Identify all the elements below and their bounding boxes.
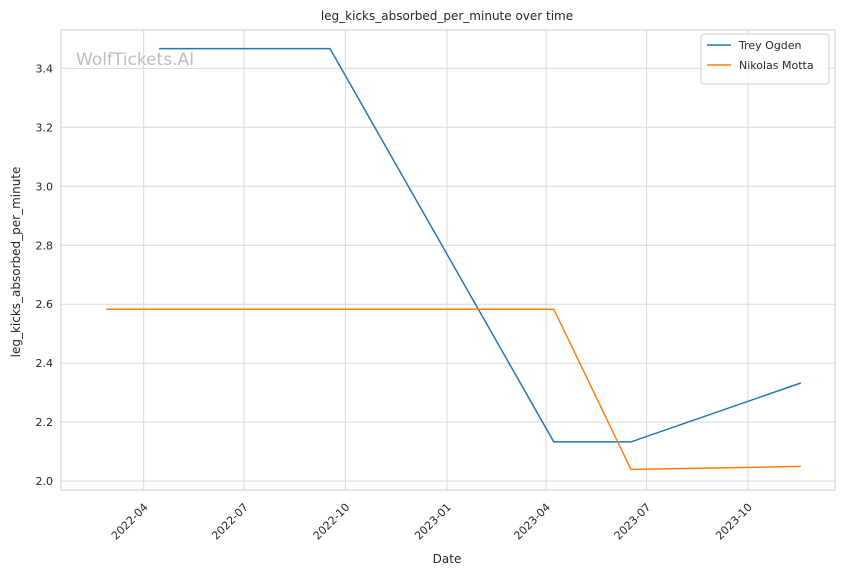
x-axis-label: Date [433, 552, 462, 566]
y-tick-label: 3.2 [36, 121, 54, 134]
y-axis-ticks: 2.0 2.2 2.4 2.6 2.8 3.0 3.2 3.4 [36, 62, 54, 488]
y-axis-label: leg_kicks_absorbed_per_minute [9, 167, 23, 358]
legend-label: Trey Ogden [738, 39, 802, 52]
grid [61, 30, 835, 490]
chart-title: leg_kicks_absorbed_per_minute over time [321, 9, 573, 23]
series-line-trey-ogden [159, 47, 802, 443]
legend-label: Nikolas Motta [739, 59, 814, 72]
y-tick-label: 2.8 [36, 239, 54, 252]
y-tick-label: 2.0 [36, 475, 54, 488]
watermark: WolfTickets.AI [76, 50, 194, 70]
y-tick-label: 2.2 [36, 416, 54, 429]
y-tick-label: 2.6 [36, 298, 54, 311]
legend-box [700, 33, 830, 85]
series-line-nikolas-motta [106, 308, 801, 471]
plot-area-frame [60, 29, 836, 491]
y-tick-label: 3.0 [36, 180, 54, 193]
series-layer [106, 47, 802, 471]
legend: Trey Ogden Nikolas Motta [700, 33, 830, 85]
y-tick-label: 3.4 [36, 62, 54, 75]
y-tick-label: 2.4 [36, 357, 54, 370]
